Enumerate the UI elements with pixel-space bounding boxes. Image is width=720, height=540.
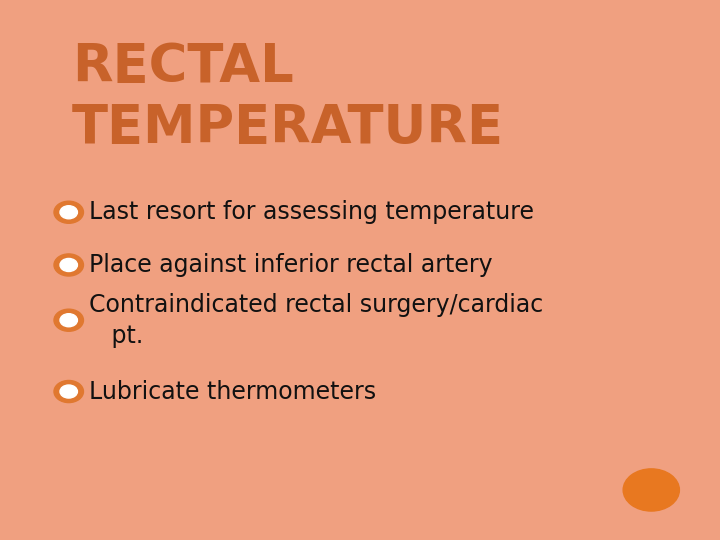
Circle shape <box>623 469 680 511</box>
Circle shape <box>60 206 78 219</box>
Text: Contraindicated rectal surgery/cardiac
   pt.: Contraindicated rectal surgery/cardiac p… <box>89 293 543 348</box>
Circle shape <box>54 381 84 403</box>
Text: RECTAL: RECTAL <box>72 42 294 93</box>
Text: TEMPERATURE: TEMPERATURE <box>72 102 504 154</box>
Text: Lubricate thermometers: Lubricate thermometers <box>89 380 376 403</box>
Circle shape <box>54 201 84 224</box>
Circle shape <box>54 254 84 276</box>
Text: Place against inferior rectal artery: Place against inferior rectal artery <box>89 253 492 277</box>
Circle shape <box>60 259 78 272</box>
Text: Last resort for assessing temperature: Last resort for assessing temperature <box>89 200 534 224</box>
Circle shape <box>60 314 78 327</box>
Circle shape <box>54 309 84 331</box>
Circle shape <box>60 385 78 398</box>
